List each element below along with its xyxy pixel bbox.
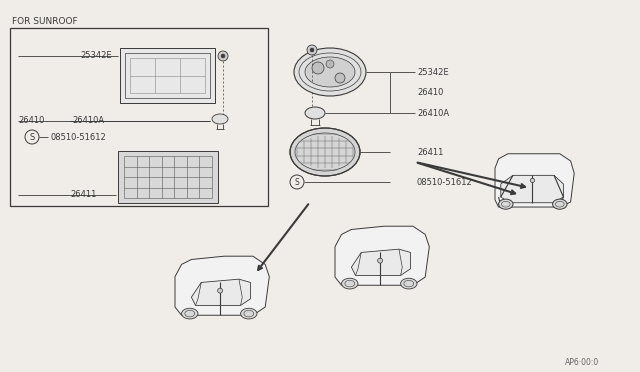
Text: 26410: 26410	[417, 87, 444, 96]
Text: 26411: 26411	[417, 148, 444, 157]
Text: 25342E: 25342E	[417, 67, 449, 77]
Polygon shape	[500, 175, 563, 203]
Circle shape	[307, 45, 317, 55]
Ellipse shape	[401, 278, 417, 289]
Ellipse shape	[294, 48, 366, 96]
Text: 25342E: 25342E	[80, 51, 111, 60]
Circle shape	[335, 73, 345, 83]
Circle shape	[290, 175, 304, 189]
Ellipse shape	[212, 114, 228, 124]
Circle shape	[221, 54, 225, 58]
Text: 08510-51612: 08510-51612	[50, 132, 106, 141]
Polygon shape	[175, 256, 269, 315]
Polygon shape	[191, 279, 250, 305]
Ellipse shape	[182, 308, 198, 319]
Circle shape	[531, 178, 534, 183]
Circle shape	[326, 60, 334, 68]
Ellipse shape	[241, 308, 257, 319]
Bar	[125, 53, 210, 98]
Ellipse shape	[290, 128, 360, 176]
Text: FOR SUNROOF: FOR SUNROOF	[12, 17, 77, 26]
Text: 26410A: 26410A	[72, 115, 104, 125]
Bar	[120, 48, 215, 103]
Ellipse shape	[342, 278, 358, 289]
Polygon shape	[495, 154, 574, 207]
Polygon shape	[335, 226, 429, 285]
Text: 26410A: 26410A	[417, 109, 449, 118]
Circle shape	[218, 288, 223, 293]
Bar	[118, 151, 218, 203]
Ellipse shape	[305, 57, 355, 87]
Bar	[10, 28, 268, 206]
Text: 26410: 26410	[18, 115, 44, 125]
Text: 08510-51612: 08510-51612	[417, 177, 473, 186]
Polygon shape	[351, 249, 410, 275]
Circle shape	[310, 48, 314, 52]
Text: S: S	[29, 132, 35, 141]
Text: S: S	[294, 177, 300, 186]
Ellipse shape	[499, 199, 513, 209]
Circle shape	[378, 258, 383, 263]
Circle shape	[218, 51, 228, 61]
Ellipse shape	[552, 199, 567, 209]
Text: 26411: 26411	[70, 189, 97, 199]
Ellipse shape	[305, 107, 325, 119]
Circle shape	[312, 62, 324, 74]
Text: AP6·00:0: AP6·00:0	[565, 358, 599, 367]
